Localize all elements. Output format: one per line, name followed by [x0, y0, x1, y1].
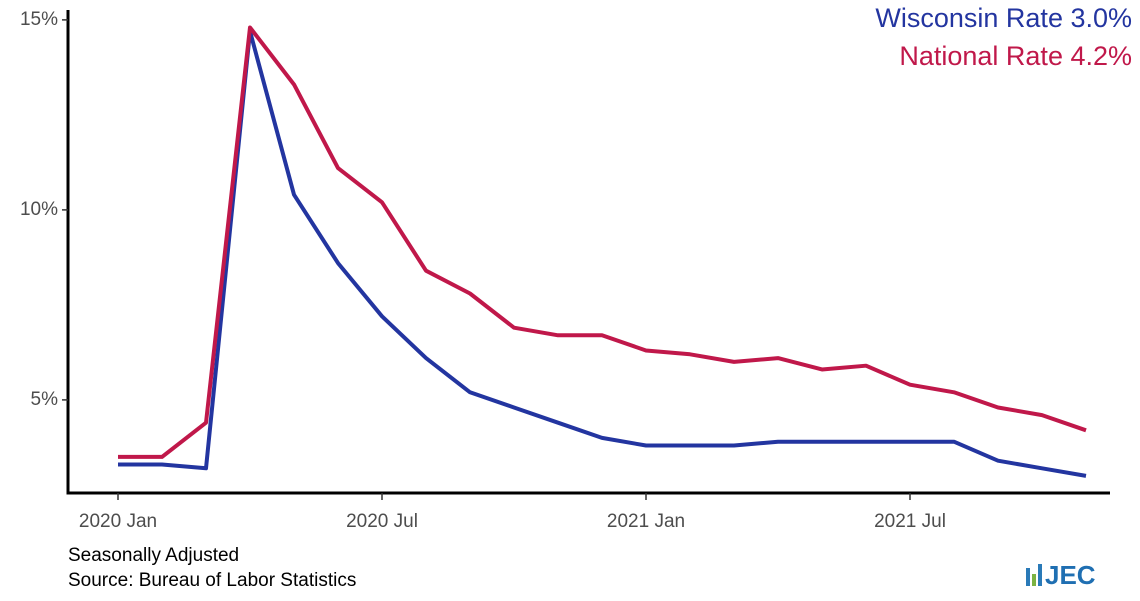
logo-text: JEC: [1045, 560, 1096, 590]
legend-label: National Rate 4.2%: [899, 41, 1132, 71]
footnote: Source: Bureau of Labor Statistics: [68, 570, 356, 591]
line-series: [118, 29, 1087, 478]
footnote: Seasonally Adjusted: [68, 545, 239, 566]
legend-label: Wisconsin Rate 3.0%: [875, 3, 1132, 33]
x-tick-label: 2021 Jul: [874, 511, 946, 532]
x-tick-label: 2020 Jul: [346, 511, 418, 532]
x-tick-label: 2020 Jan: [79, 511, 157, 532]
logo: JEC: [1026, 560, 1096, 590]
y-tick-label: 15%: [20, 9, 58, 30]
y-tick-label: 5%: [31, 389, 59, 410]
x-tick-label: 2021 Jan: [607, 511, 685, 532]
y-tick-label: 10%: [20, 199, 58, 220]
line-series: [118, 25, 1087, 459]
